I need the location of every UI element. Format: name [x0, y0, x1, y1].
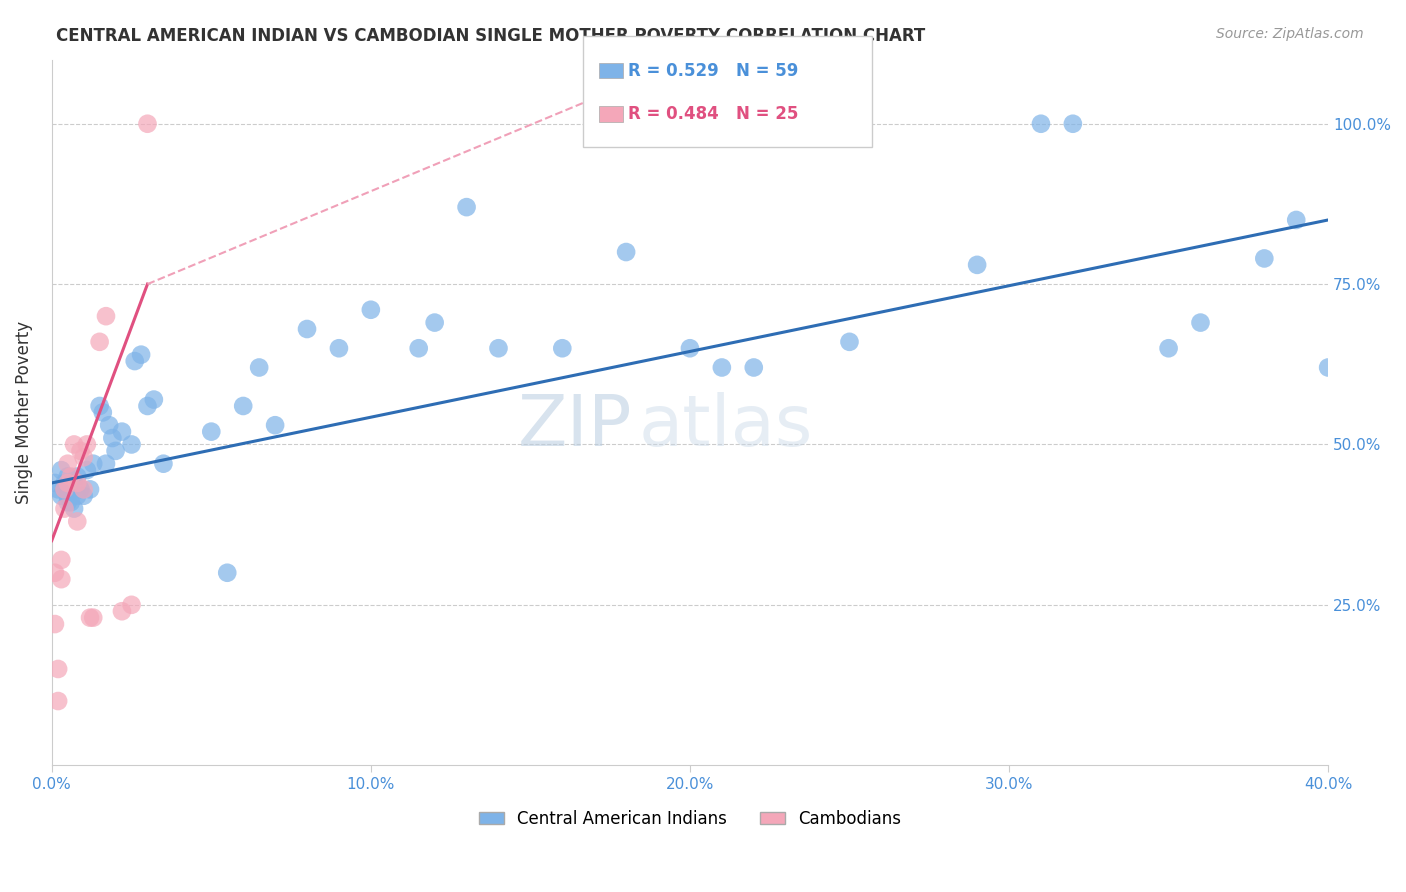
Text: atlas: atlas: [638, 392, 813, 461]
Point: [53, 483, 76, 497]
Point: [1285, 213, 1308, 227]
Point: [66, 469, 89, 483]
Text: ZIP: ZIP: [517, 392, 633, 461]
Point: [51, 553, 73, 567]
Point: [73, 483, 96, 497]
Point: [838, 334, 860, 349]
Point: [124, 354, 146, 368]
Point: [59, 469, 82, 483]
Point: [1062, 117, 1084, 131]
Point: [82, 610, 104, 624]
Point: [152, 457, 174, 471]
Point: [679, 341, 702, 355]
Point: [53, 475, 76, 490]
Point: [53, 483, 76, 497]
Point: [1189, 316, 1212, 330]
Point: [66, 475, 89, 490]
Point: [966, 258, 988, 272]
Point: [79, 483, 101, 497]
Point: [232, 399, 254, 413]
Point: [56, 475, 79, 490]
Point: [59, 495, 82, 509]
Point: [89, 334, 111, 349]
Point: [63, 475, 86, 490]
Point: [76, 437, 98, 451]
Legend: Central American Indians, Cambodians: Central American Indians, Cambodians: [472, 803, 908, 834]
Point: [46, 483, 69, 497]
Point: [94, 457, 117, 471]
Point: [69, 483, 91, 497]
Point: [89, 399, 111, 413]
Point: [51, 489, 73, 503]
Point: [111, 425, 134, 439]
Point: [710, 360, 733, 375]
Point: [79, 610, 101, 624]
Point: [328, 341, 350, 355]
Point: [44, 617, 66, 632]
Point: [1317, 360, 1340, 375]
Point: [73, 489, 96, 503]
Point: [59, 483, 82, 497]
Point: [44, 566, 66, 580]
Point: [46, 694, 69, 708]
Point: [1157, 341, 1180, 355]
Point: [51, 463, 73, 477]
Point: [63, 437, 86, 451]
Point: [56, 457, 79, 471]
Point: [46, 662, 69, 676]
Point: [56, 489, 79, 503]
Point: [408, 341, 430, 355]
Point: [423, 316, 446, 330]
Point: [136, 117, 159, 131]
Point: [101, 431, 124, 445]
Point: [551, 341, 574, 355]
Point: [111, 604, 134, 618]
Point: [614, 245, 637, 260]
Text: Source: ZipAtlas.com: Source: ZipAtlas.com: [1216, 27, 1364, 41]
Point: [104, 443, 127, 458]
Point: [66, 489, 89, 503]
Point: [91, 405, 114, 419]
Point: [488, 341, 510, 355]
Point: [247, 360, 270, 375]
Text: CENTRAL AMERICAN INDIAN VS CAMBODIAN SINGLE MOTHER POVERTY CORRELATION CHART: CENTRAL AMERICAN INDIAN VS CAMBODIAN SIN…: [56, 27, 925, 45]
Point: [129, 348, 152, 362]
Text: R = 0.484   N = 25: R = 0.484 N = 25: [628, 105, 799, 123]
Point: [360, 302, 382, 317]
Point: [66, 515, 89, 529]
Point: [76, 463, 98, 477]
Point: [69, 443, 91, 458]
Point: [200, 425, 222, 439]
Point: [456, 200, 478, 214]
Point: [82, 457, 104, 471]
Point: [142, 392, 165, 407]
Point: [73, 450, 96, 465]
Point: [217, 566, 239, 580]
Point: [94, 309, 117, 323]
Point: [1029, 117, 1052, 131]
Point: [121, 437, 143, 451]
Point: [63, 501, 86, 516]
Point: [56, 469, 79, 483]
Point: [1253, 252, 1275, 266]
Point: [51, 572, 73, 586]
Point: [264, 418, 287, 433]
Point: [136, 399, 159, 413]
Point: [53, 501, 76, 516]
Y-axis label: Single Mother Poverty: Single Mother Poverty: [15, 321, 32, 504]
Point: [44, 475, 66, 490]
Point: [56, 495, 79, 509]
Point: [295, 322, 318, 336]
Point: [121, 598, 143, 612]
Text: R = 0.529   N = 59: R = 0.529 N = 59: [628, 62, 799, 80]
Point: [98, 418, 121, 433]
Point: [742, 360, 765, 375]
